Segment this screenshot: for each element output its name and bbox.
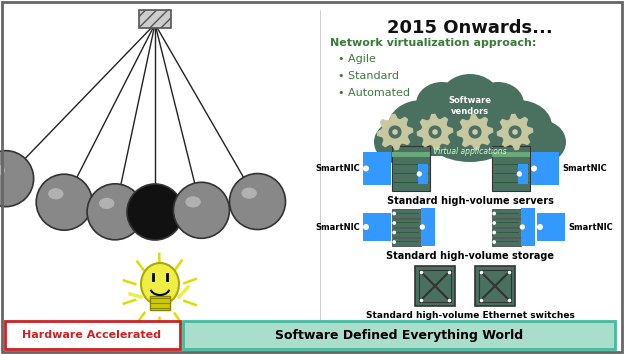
Polygon shape (457, 114, 493, 150)
Circle shape (392, 240, 396, 244)
Text: Standard high-volume storage: Standard high-volume storage (386, 251, 554, 261)
Polygon shape (497, 114, 533, 150)
Circle shape (492, 221, 496, 225)
Text: Virtual applications: Virtual applications (433, 148, 507, 156)
Circle shape (392, 129, 398, 135)
Text: Network virtualization approach:: Network virtualization approach: (330, 38, 537, 48)
Circle shape (420, 224, 425, 230)
Bar (419, 270, 451, 302)
Text: • Standard: • Standard (338, 71, 399, 81)
Ellipse shape (241, 188, 257, 199)
Ellipse shape (374, 120, 426, 164)
Polygon shape (417, 114, 453, 150)
Text: SmartNIC: SmartNIC (315, 223, 360, 232)
Text: • Agile: • Agile (338, 54, 376, 64)
Circle shape (392, 230, 396, 234)
Ellipse shape (472, 82, 524, 126)
Circle shape (520, 224, 525, 230)
Ellipse shape (185, 196, 201, 207)
Circle shape (127, 184, 183, 240)
Ellipse shape (99, 198, 114, 209)
Text: • Automated: • Automated (338, 88, 410, 98)
Text: SmartNIC: SmartNIC (562, 164, 607, 173)
Bar (475, 266, 515, 306)
Bar (421, 208, 435, 246)
Circle shape (531, 166, 537, 171)
Bar (150, 296, 170, 310)
Circle shape (36, 174, 92, 230)
Ellipse shape (48, 188, 64, 199)
Circle shape (472, 129, 478, 135)
Circle shape (392, 221, 396, 225)
Circle shape (363, 166, 369, 171)
Bar (415, 266, 455, 306)
Ellipse shape (440, 74, 500, 124)
Ellipse shape (141, 263, 179, 305)
Bar (5, 321, 180, 349)
Text: Software
vendors: Software vendors (449, 96, 492, 116)
Bar (392, 152, 430, 157)
Circle shape (537, 224, 543, 230)
Text: 2015 Onwards...: 2015 Onwards... (387, 19, 553, 37)
Circle shape (392, 212, 396, 216)
Bar (392, 146, 430, 191)
Circle shape (417, 171, 422, 177)
Bar (518, 164, 529, 184)
Bar (363, 213, 391, 241)
Bar (394, 126, 546, 156)
Circle shape (432, 129, 438, 135)
Text: Software Defined Everything World: Software Defined Everything World (275, 329, 523, 342)
Text: SmartNIC: SmartNIC (568, 223, 613, 232)
Circle shape (363, 224, 369, 230)
Bar (363, 152, 391, 185)
Circle shape (468, 125, 482, 139)
Circle shape (517, 171, 522, 177)
Text: Standard high-volume servers: Standard high-volume servers (386, 196, 553, 206)
Circle shape (0, 151, 34, 207)
Circle shape (87, 184, 143, 240)
Circle shape (492, 230, 496, 234)
Bar (537, 213, 565, 241)
Circle shape (508, 125, 522, 139)
Bar (392, 238, 421, 246)
Bar (520, 208, 535, 246)
Bar (492, 210, 520, 217)
Bar (392, 228, 421, 236)
Bar (492, 238, 520, 246)
Bar (492, 152, 530, 157)
Bar (492, 228, 520, 236)
Bar (531, 152, 559, 185)
Circle shape (492, 212, 496, 216)
Ellipse shape (388, 100, 456, 152)
Bar (479, 270, 511, 302)
Text: Standard high-volume Ethernet switches: Standard high-volume Ethernet switches (366, 311, 575, 320)
Bar (492, 146, 530, 191)
Bar (139, 10, 171, 28)
Ellipse shape (418, 86, 522, 162)
Ellipse shape (0, 165, 5, 176)
Circle shape (512, 129, 518, 135)
Circle shape (230, 173, 286, 229)
Text: SmartNIC: SmartNIC (315, 164, 360, 173)
Bar (392, 210, 421, 217)
Circle shape (173, 182, 230, 238)
Ellipse shape (416, 82, 468, 126)
Bar (418, 164, 429, 184)
Circle shape (492, 240, 496, 244)
Text: Hardware Accelerated: Hardware Accelerated (22, 330, 162, 340)
Ellipse shape (484, 100, 552, 152)
Bar (183, 321, 615, 349)
Polygon shape (377, 114, 413, 150)
Ellipse shape (514, 120, 566, 164)
Circle shape (428, 125, 442, 139)
Circle shape (388, 125, 402, 139)
Bar (492, 219, 520, 227)
Bar (392, 219, 421, 227)
